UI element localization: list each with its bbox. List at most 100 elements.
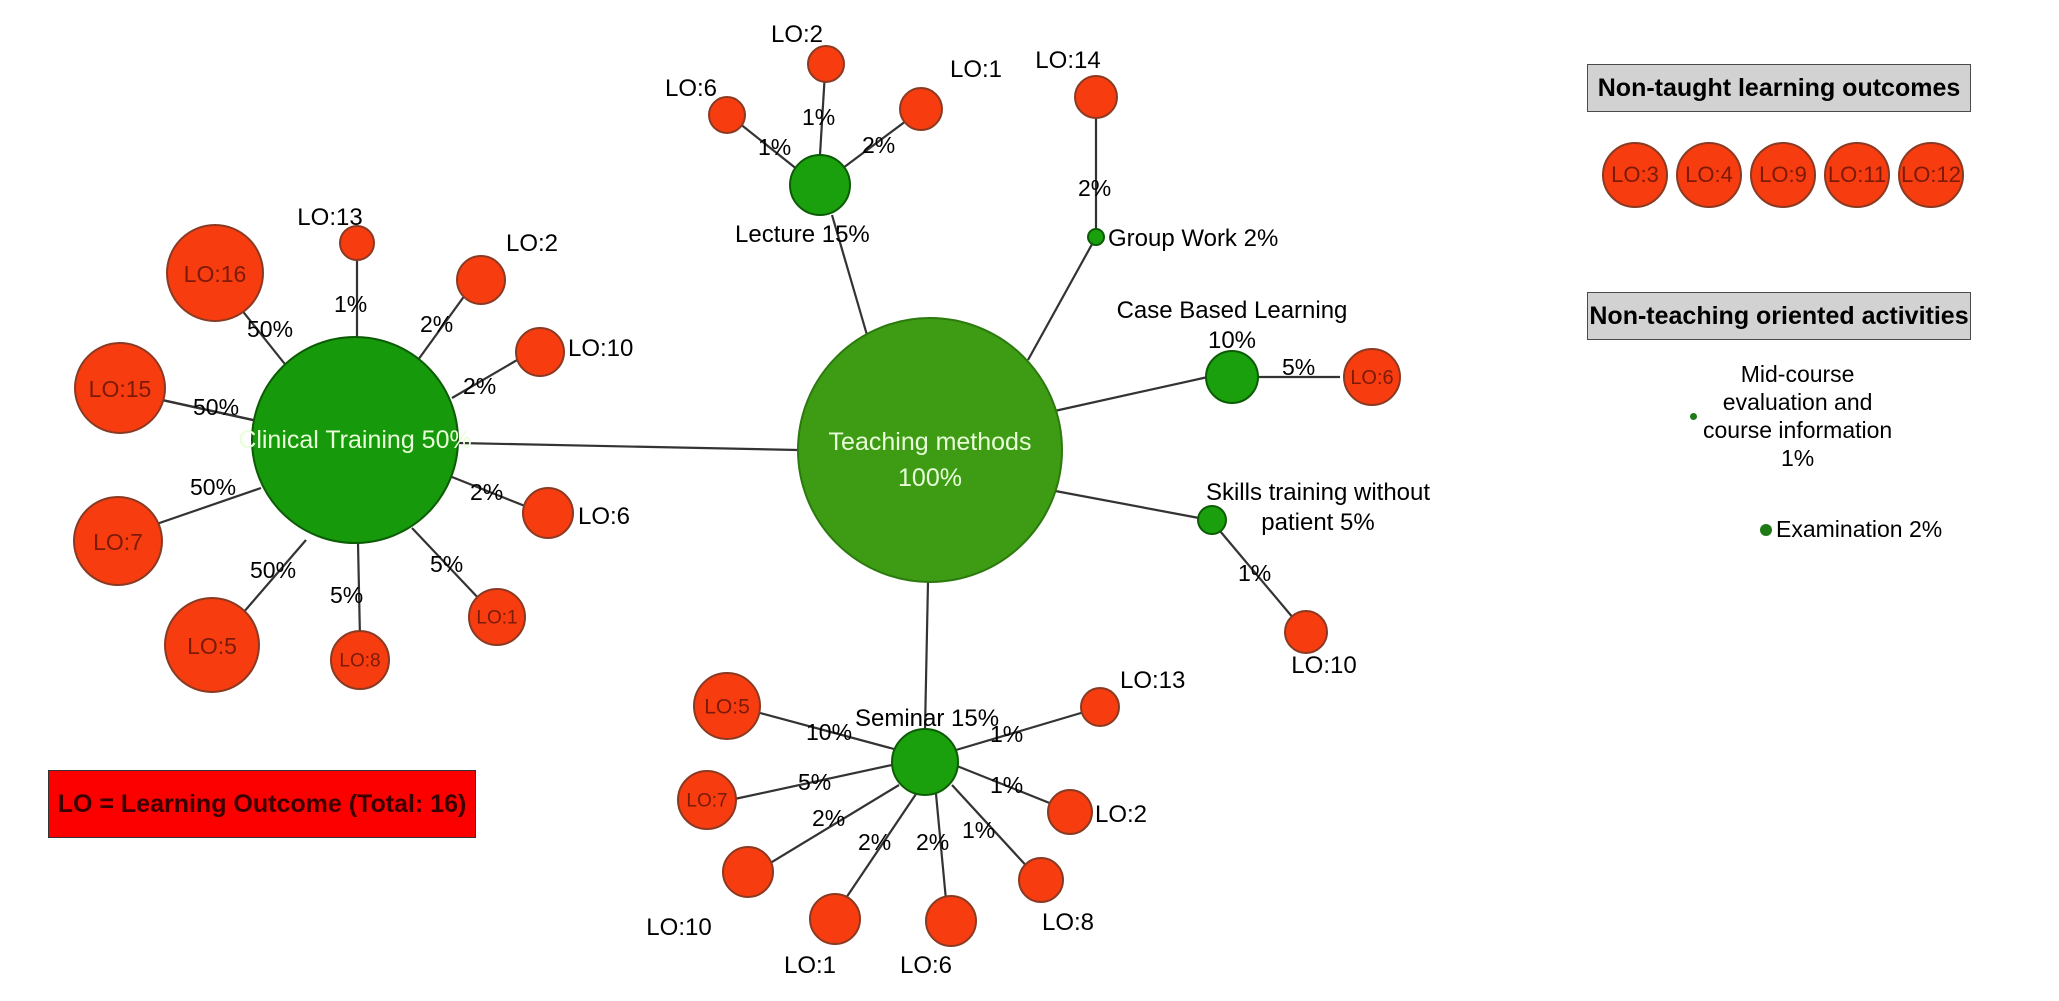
lo15-clinical-label: LO:15 <box>89 376 152 402</box>
node-lo16-clinical[interactable]: LO:16 <box>166 224 264 322</box>
pct-seminar-lo6: 2% <box>916 829 949 855</box>
edge-clinical-lo1 <box>411 527 483 603</box>
green-dot-icon <box>1760 523 1772 536</box>
seminar-edges <box>729 708 1092 901</box>
lo1-lecture-label: LO:1 <box>950 56 1002 83</box>
edge-seminar-lo1 <box>845 793 917 899</box>
node-lo7-clinical[interactable]: LO:7 <box>73 496 163 586</box>
non-taught-header-label: Non-taught learning outcomes <box>1597 73 1961 102</box>
node-teaching-methods[interactable]: Teaching methods 100% <box>797 317 1063 583</box>
pct-clinical-lo5: 50% <box>250 557 296 583</box>
non-taught-chips: LO:3 LO:4 LO:9 LO:11 LO:12 <box>1602 142 1964 208</box>
skills-training-edges <box>1219 530 1295 620</box>
node-lecture[interactable] <box>789 154 851 216</box>
non-teaching-item-midcourse-text: Mid-course evaluation and course informa… <box>1703 360 1892 472</box>
non-teaching-header-label: Non-teaching oriented activities <box>1589 301 1969 330</box>
lo2-seminar-label: LO:2 <box>1095 801 1147 828</box>
non-taught-chip-lo4[interactable]: LO:4 <box>1676 142 1742 208</box>
node-group-work[interactable] <box>1087 228 1105 246</box>
non-taught-chip-lo4-label: LO:4 <box>1685 162 1733 187</box>
node-lo1-clinical[interactable]: LO:1 <box>468 588 526 646</box>
node-lo7-seminar[interactable]: LO:7 <box>677 770 737 830</box>
node-lo2-seminar[interactable] <box>1047 789 1093 835</box>
node-lo1-seminar[interactable] <box>809 893 861 945</box>
pct-skills-lo10: 1% <box>1238 560 1271 586</box>
lo5-seminar-label: LO:5 <box>704 696 750 719</box>
pct-seminar-lo5: 10% <box>806 719 852 745</box>
edge-clinical-lo15b <box>152 396 254 422</box>
pct-lecture-lo2: 1% <box>802 104 835 130</box>
non-taught-chip-lo3[interactable]: LO:3 <box>1602 142 1668 208</box>
node-lo6-lecture[interactable] <box>708 96 746 134</box>
node-lo13-seminar[interactable] <box>1080 687 1120 727</box>
midcourse-line2: evaluation and <box>1722 389 1873 416</box>
edge-clinical-lo10 <box>451 355 525 399</box>
non-taught-chip-lo11-label: LO:11 <box>1827 162 1887 187</box>
node-lo15-clinical[interactable]: LO:15 <box>74 342 166 434</box>
lo6-clinical-label: LO:6 <box>578 503 630 530</box>
pct-seminar-lo8: 1% <box>962 817 995 843</box>
edge-seminar-lo2 <box>956 764 1063 810</box>
pct-clinical-lo6: 2% <box>470 479 503 505</box>
pct-seminar-lo2: 1% <box>990 772 1023 798</box>
node-clinical-training[interactable]: Clinical Training 50% <box>238 336 472 544</box>
node-lo8-clinical[interactable]: LO:8 <box>330 630 390 690</box>
seminar-label: Seminar 15% <box>855 705 999 732</box>
lo1-clinical-label: LO:1 <box>476 608 517 629</box>
lo10-skills-label: LO:10 <box>1291 652 1356 679</box>
non-teaching-header: Non-teaching oriented activities <box>1587 292 1971 340</box>
node-lo13-clinical[interactable]: LO:13 <box>297 204 375 261</box>
lo10-clinical-label: LO:10 <box>568 335 633 362</box>
node-lo6-seminar[interactable] <box>925 895 977 947</box>
edge-seminar-lo8 <box>951 784 1033 873</box>
edge-root-groupwork <box>1027 236 1097 361</box>
midcourse-line4: 1% <box>1780 445 1815 472</box>
node-case-based-learning[interactable] <box>1205 350 1259 404</box>
node-lo10-skills[interactable] <box>1284 610 1328 654</box>
edge-clinical-lo6 <box>451 475 531 510</box>
lo2-lecture-label: LO:2 <box>771 21 823 48</box>
non-teaching-item-midcourse: Mid-course evaluation and course informa… <box>1690 360 1950 472</box>
node-lo10-seminar[interactable] <box>722 846 774 898</box>
lo7-clinical-label: LO:7 <box>93 529 143 555</box>
lo8-seminar-label: LO:8 <box>1042 909 1094 936</box>
lo14-groupwork-label: LO:14 <box>1035 47 1100 74</box>
non-taught-chip-lo12[interactable]: LO:12 <box>1898 142 1964 208</box>
lo13-seminar-label: LO:13 <box>1120 667 1185 694</box>
case-based-label-line1: Case Based Learning <box>1117 297 1348 324</box>
node-skills-training[interactable] <box>1197 505 1227 535</box>
edge-seminar-lo6 <box>934 793 948 901</box>
non-taught-chip-lo11[interactable]: LO:11 <box>1824 142 1890 208</box>
node-lo10-clinical[interactable]: LO:10 <box>515 327 633 377</box>
pct-seminar-lo13: 1% <box>990 721 1023 747</box>
clinical-training-label: Clinical Training 50% <box>238 426 471 454</box>
lo6-casebased-label: LO:6 <box>1350 367 1393 389</box>
pct-lecture-lo1: 2% <box>862 132 895 158</box>
pct-clinical-lo16: 50% <box>247 316 293 342</box>
node-seminar[interactable] <box>891 728 959 796</box>
node-lo6-clinical[interactable]: LO:6 <box>522 487 630 539</box>
node-lo8-seminar[interactable] <box>1018 857 1064 903</box>
non-taught-chip-lo9-label: LO:9 <box>1759 162 1807 187</box>
lecture-edges <box>738 71 911 171</box>
node-lo1-lecture[interactable] <box>899 87 943 131</box>
edge-lecture-lo2 <box>818 71 827 156</box>
node-lo14-groupwork[interactable] <box>1074 75 1118 119</box>
pct-clinical-lo10: 2% <box>463 373 496 399</box>
clinical-training-edges <box>144 255 531 639</box>
node-lo2-lecture[interactable] <box>807 45 845 83</box>
node-lo5-seminar[interactable]: LO:5 <box>693 672 761 740</box>
lo16-clinical-label: LO:16 <box>184 261 247 287</box>
pct-lecture-lo6: 1% <box>758 134 791 160</box>
skills-training-label-line2: patient 5% <box>1261 509 1374 536</box>
lo5-clinical-label: LO:5 <box>187 633 237 659</box>
lo13-clinical-label: LO:13 <box>297 204 362 231</box>
edge-root-clinical <box>457 441 799 452</box>
node-lo6-casebased[interactable]: LO:6 <box>1343 348 1401 406</box>
non-taught-chip-lo12-label: LO:12 <box>1901 162 1961 187</box>
non-taught-chip-lo9[interactable]: LO:9 <box>1750 142 1816 208</box>
edge-lecture-lo6 <box>738 122 799 171</box>
node-lo2-clinical[interactable]: LO:2 <box>456 230 558 305</box>
node-lo5-clinical[interactable]: LO:5 <box>164 597 260 693</box>
